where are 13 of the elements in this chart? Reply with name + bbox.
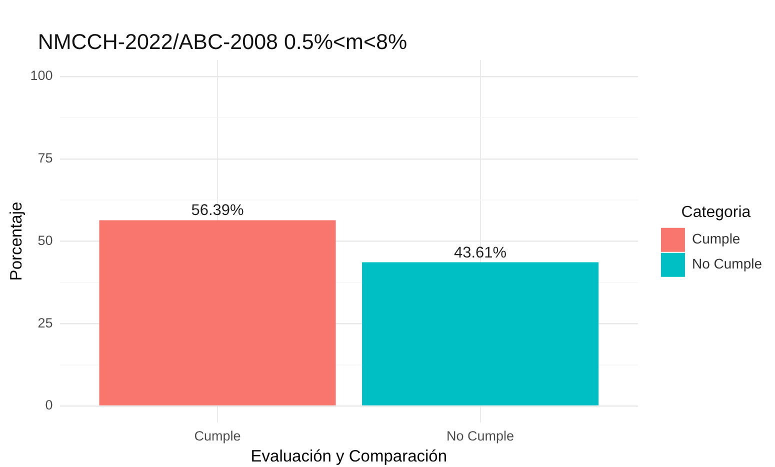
y-tick-label: 0 bbox=[45, 398, 53, 413]
data-label: 56.39% bbox=[191, 202, 244, 220]
x-axis-title: Evaluación y Comparación bbox=[250, 448, 448, 466]
y-tick-label: 50 bbox=[38, 232, 53, 248]
y-tick-label: 75 bbox=[38, 150, 53, 166]
legend-title: Categoria bbox=[681, 204, 751, 222]
legend-label: Cumple bbox=[692, 230, 740, 247]
chart-title: NMCCH-2022/ABC-2008 0.5%<m<8% bbox=[38, 30, 408, 54]
data-label: 43.61% bbox=[454, 244, 507, 262]
y-tick-label: 25 bbox=[38, 315, 53, 330]
legend-label: No Cumple bbox=[692, 256, 762, 272]
y-tick-label: 100 bbox=[30, 68, 53, 84]
y-axis-title: Porcentaje bbox=[7, 202, 26, 281]
